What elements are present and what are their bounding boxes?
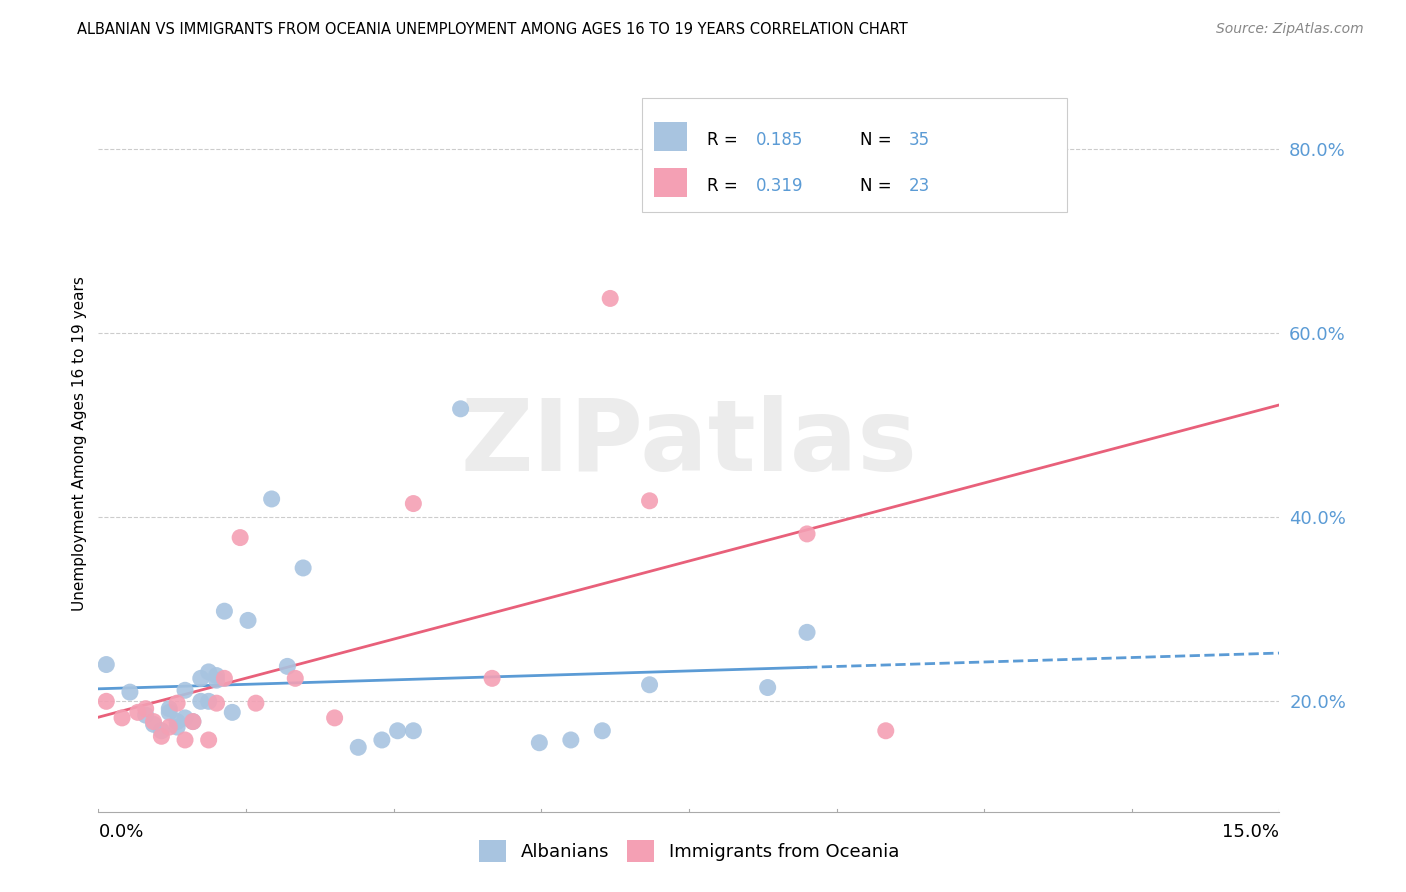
Point <box>323 711 346 725</box>
Point <box>166 714 188 729</box>
Text: R =: R = <box>707 131 742 149</box>
Point <box>205 668 228 682</box>
Point <box>402 497 425 511</box>
Point <box>150 723 173 738</box>
Point <box>174 733 197 747</box>
Point <box>796 625 818 640</box>
Point <box>371 733 394 747</box>
Text: ALBANIAN VS IMMIGRANTS FROM OCEANIA UNEMPLOYMENT AMONG AGES 16 TO 19 YEARS CORRE: ALBANIAN VS IMMIGRANTS FROM OCEANIA UNEM… <box>77 22 908 37</box>
Point <box>135 708 157 723</box>
Point <box>221 706 243 720</box>
Point <box>387 723 409 738</box>
Point <box>190 694 212 708</box>
Point <box>150 729 173 743</box>
Point <box>197 665 219 679</box>
Text: 0.0%: 0.0% <box>98 822 143 841</box>
Point <box>197 733 219 747</box>
Text: N =: N = <box>860 131 897 149</box>
Point <box>529 736 551 750</box>
Point <box>190 671 212 685</box>
Point <box>756 681 779 695</box>
Point <box>181 714 204 729</box>
Point <box>111 711 134 725</box>
Point <box>205 673 228 688</box>
Point <box>599 292 621 306</box>
Point <box>229 531 252 545</box>
Text: Source: ZipAtlas.com: Source: ZipAtlas.com <box>1216 22 1364 37</box>
Point <box>591 723 613 738</box>
Point <box>260 491 283 506</box>
Text: ZIPatlas: ZIPatlas <box>461 395 917 492</box>
Text: 23: 23 <box>908 178 929 195</box>
Point <box>181 714 204 729</box>
Point <box>245 696 267 710</box>
Point <box>450 401 472 416</box>
Point <box>174 683 197 698</box>
Point <box>142 717 165 731</box>
Point <box>96 657 118 672</box>
Legend: Albanians, Immigrants from Oceania: Albanians, Immigrants from Oceania <box>472 832 905 869</box>
Text: N =: N = <box>860 178 897 195</box>
Text: 15.0%: 15.0% <box>1222 822 1279 841</box>
Point <box>347 740 370 755</box>
Point <box>157 720 180 734</box>
Point <box>214 671 236 685</box>
Text: R =: R = <box>707 178 742 195</box>
Point <box>236 614 259 628</box>
Text: 35: 35 <box>908 131 929 149</box>
Text: 0.319: 0.319 <box>756 178 804 195</box>
Point <box>96 694 118 708</box>
Point <box>157 701 180 715</box>
Point <box>205 696 228 710</box>
Point <box>875 723 897 738</box>
Point <box>166 696 188 710</box>
Point <box>174 711 197 725</box>
Point <box>481 671 503 685</box>
Point <box>197 694 219 708</box>
FancyBboxPatch shape <box>654 168 686 196</box>
Point <box>276 659 298 673</box>
Point <box>118 685 141 699</box>
Point <box>560 733 582 747</box>
Point <box>402 723 425 738</box>
Point <box>638 493 661 508</box>
Text: 0.185: 0.185 <box>756 131 804 149</box>
Y-axis label: Unemployment Among Ages 16 to 19 years: Unemployment Among Ages 16 to 19 years <box>72 277 87 611</box>
Point <box>142 714 165 729</box>
Point <box>292 561 315 575</box>
Point <box>157 706 180 720</box>
Point <box>166 720 188 734</box>
Point <box>127 706 149 720</box>
Point <box>135 701 157 715</box>
Point <box>214 604 236 618</box>
Point <box>284 671 307 685</box>
FancyBboxPatch shape <box>654 122 686 151</box>
Point <box>638 678 661 692</box>
Point <box>796 527 818 541</box>
FancyBboxPatch shape <box>641 98 1067 212</box>
